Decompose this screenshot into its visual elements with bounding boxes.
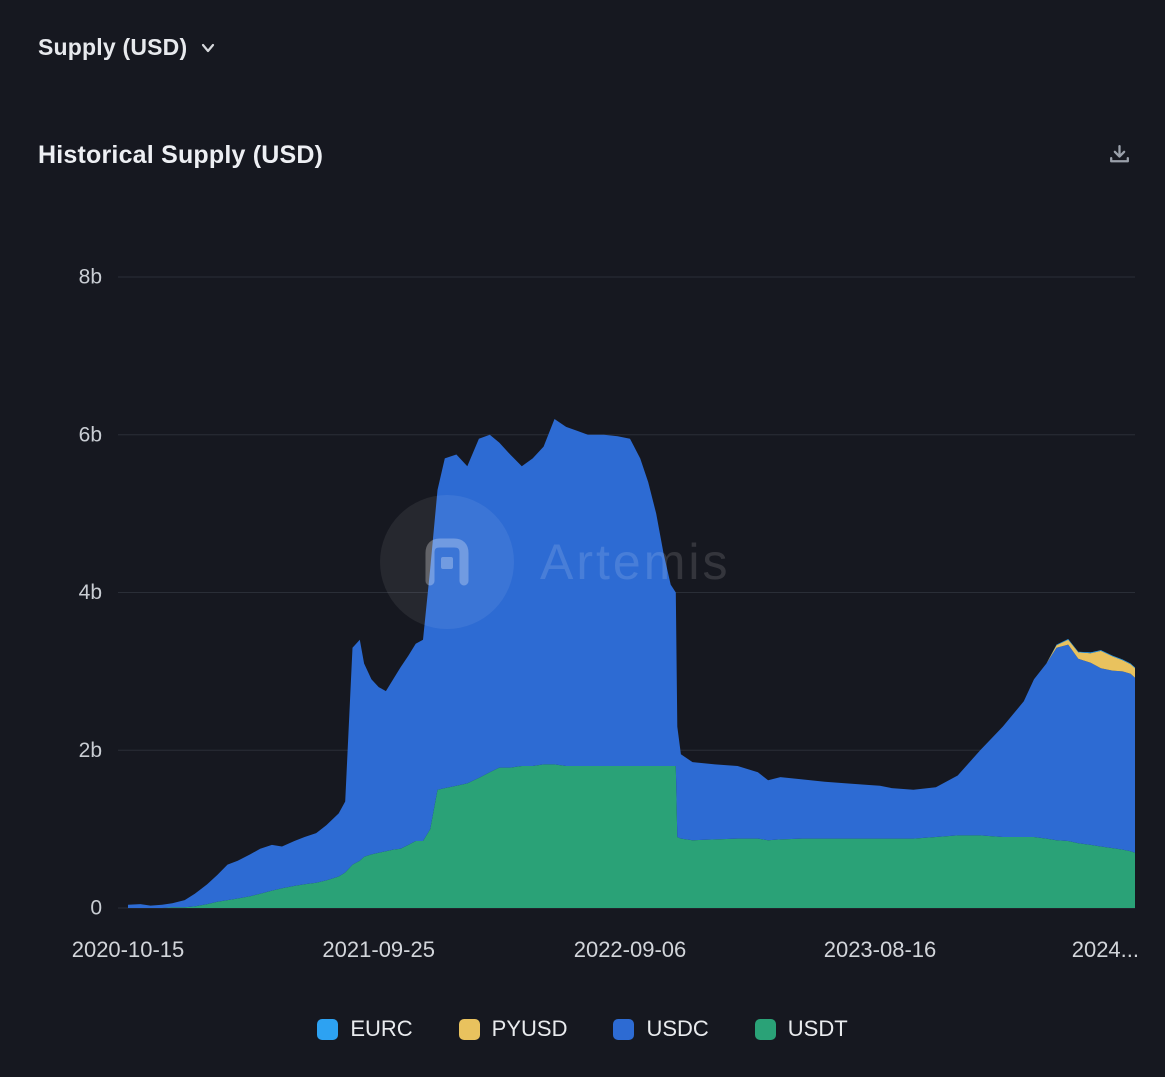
legend-swatch-usdc (613, 1018, 635, 1040)
legend-label: PYUSD (491, 1016, 568, 1041)
legend-label: USDC (646, 1016, 709, 1041)
legend-item-usdt[interactable]: USDT (754, 1016, 848, 1042)
legend-item-eurc[interactable]: EURC (317, 1016, 413, 1042)
legend-swatch-pyusd (458, 1018, 480, 1040)
legend: EURC PYUSD USDC USDT (0, 1016, 1165, 1042)
area-usdc (128, 419, 1135, 908)
x-axis-label: 2020-10-15 (72, 937, 185, 962)
y-axis-label: 8b (79, 266, 102, 289)
supply-chart[interactable]: 0 2b 4b 6b 8b 2020-10-15 2021-09-25 2022-09-06 2… (0, 230, 1165, 975)
y-axis-label: 0 (90, 897, 102, 920)
y-axis-label: 4b (79, 581, 102, 604)
supply-dropdown-label: Supply (USD) (38, 34, 188, 60)
x-axis-label: 2023-08-16 (824, 937, 937, 962)
legend-label: USDT (787, 1016, 848, 1041)
x-axis-label: 2021-09-25 (322, 937, 435, 962)
chart-title: Historical Supply (USD) (38, 141, 324, 169)
legend-item-pyusd[interactable]: PYUSD (458, 1016, 568, 1042)
supply-metric-dropdown[interactable]: Supply (USD) (38, 34, 219, 61)
y-axis-label: 2b (79, 739, 102, 762)
chart-header: Historical Supply (USD) (38, 140, 1135, 171)
download-button[interactable] (1104, 140, 1135, 171)
chevron-down-icon (197, 37, 219, 59)
legend-label: EURC (350, 1016, 413, 1041)
legend-swatch-usdt (754, 1018, 776, 1040)
legend-item-usdc[interactable]: USDC (613, 1016, 709, 1042)
y-axis-label: 6b (79, 423, 102, 446)
area-usdt (128, 764, 1135, 908)
legend-swatch-eurc (317, 1018, 339, 1040)
x-axis-label: 2022-09-06 (574, 937, 687, 962)
download-icon (1106, 145, 1133, 172)
x-axis-label: 2024... (1072, 937, 1139, 962)
